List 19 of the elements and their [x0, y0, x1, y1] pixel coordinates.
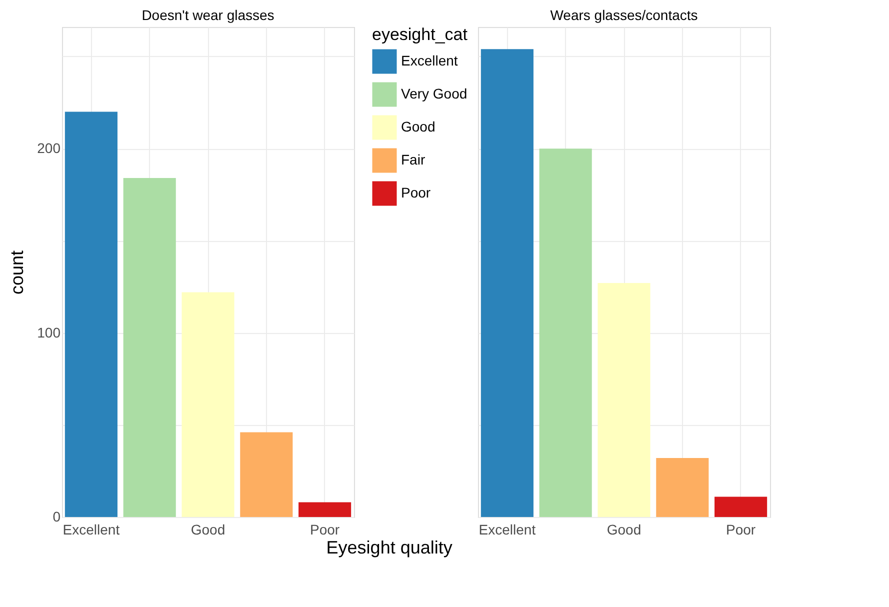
legend-label: Very Good	[401, 86, 468, 102]
x-tick-label: Excellent	[62, 522, 120, 538]
x-tick-label: Excellent	[478, 522, 536, 538]
x-tick-label: Good	[190, 522, 226, 538]
y-tick-label: 0	[52, 508, 61, 524]
chart-title: Wears glasses/contacts	[550, 7, 698, 23]
legend-label: Good	[401, 118, 436, 134]
legend-label: Excellent	[401, 52, 458, 68]
y-axis-title: count	[7, 250, 28, 295]
legend-title: eyesight_cat	[372, 25, 468, 44]
x-axis-title: Eyesight quality	[326, 538, 452, 558]
legend-label: Poor	[401, 184, 431, 200]
x-tick-label: Good	[606, 522, 642, 538]
y-tick-label: 200	[37, 140, 61, 156]
x-tick-label: Poor	[726, 522, 756, 538]
y-tick-label: 100	[37, 324, 61, 340]
chart-title: Doesn't wear glasses	[142, 7, 274, 23]
legend-label: Fair	[401, 152, 426, 168]
x-tick-label: Poor	[310, 522, 340, 538]
